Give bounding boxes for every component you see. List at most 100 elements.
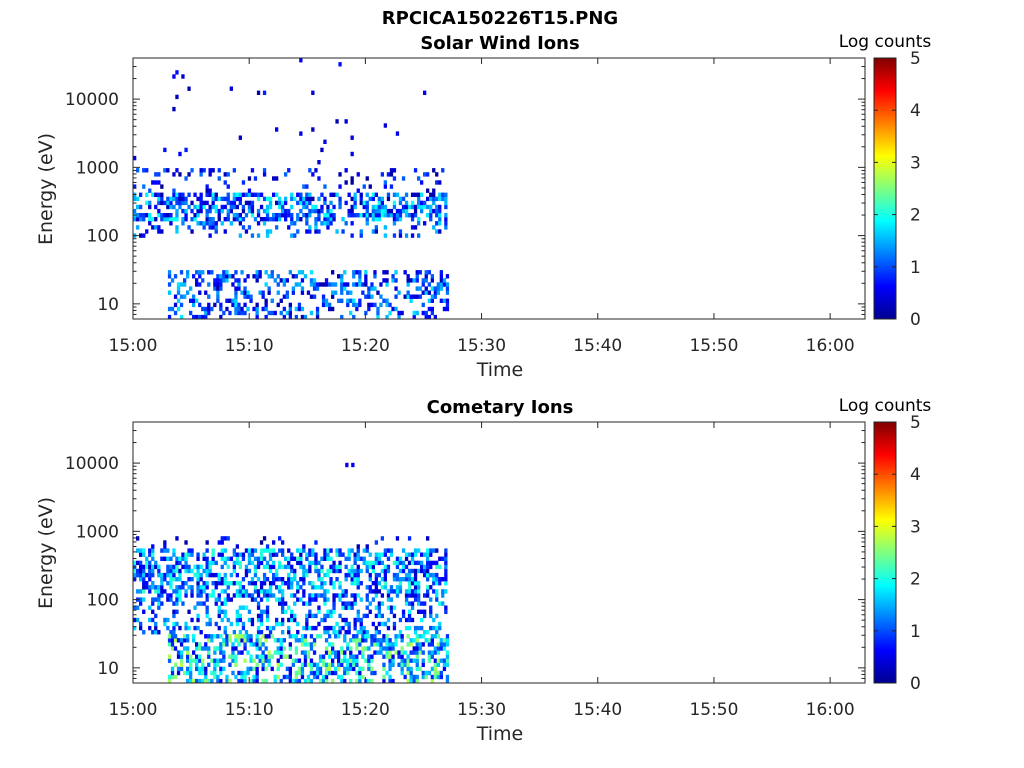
heatmap-cell: [243, 658, 247, 663]
heatmap-cell: [184, 208, 188, 214]
heatmap-cell: [337, 662, 341, 667]
heatmap-cell: [276, 302, 280, 308]
heatmap-cell: [344, 556, 348, 561]
heatmap-cell: [299, 585, 303, 590]
heatmap-cell: [356, 581, 360, 586]
heatmap-cell: [341, 229, 345, 234]
heatmap-cell: [311, 548, 315, 553]
heatmap-cell: [302, 544, 306, 549]
heatmap-cell: [160, 589, 164, 594]
heatmap-cell: [421, 282, 425, 287]
heatmap-cell: [235, 617, 239, 623]
heatmap-cell: [341, 605, 345, 610]
heatmap-cell: [331, 658, 335, 663]
heatmap-cell: [142, 577, 146, 582]
heatmap-cell: [332, 581, 336, 586]
heatmap-cell: [326, 572, 330, 578]
heatmap-cell: [305, 196, 309, 202]
heatmap-cell: [229, 200, 233, 206]
heatmap-cell: [305, 621, 309, 627]
heatmap-cell: [272, 540, 276, 545]
heatmap-cell: [314, 221, 318, 226]
heatmap-cell: [430, 286, 434, 291]
heatmap-cell: [175, 225, 179, 230]
heatmap-cell: [234, 302, 238, 308]
heatmap-cell: [207, 654, 211, 659]
heatmap-cell: [172, 204, 176, 210]
heatmap-cell: [424, 314, 428, 320]
heatmap-cell: [211, 589, 215, 594]
heatmap-cell: [413, 577, 418, 582]
heatmap-cell: [232, 593, 236, 598]
heatmap-cell: [196, 593, 200, 598]
heatmap-cell: [415, 646, 419, 651]
heatmap-cell: [258, 274, 262, 279]
heatmap-cell: [223, 556, 227, 561]
heatmap-cell: [167, 306, 172, 312]
heatmap-cell: [407, 585, 412, 590]
heatmap-cell: [250, 213, 255, 218]
heatmap-cell: [240, 310, 244, 316]
heatmap-cell: [214, 621, 218, 627]
heatmap-cell: [432, 188, 436, 193]
heatmap-cell: [207, 306, 211, 312]
heatmap-cell: [386, 564, 391, 570]
heatmap-cell: [201, 670, 205, 676]
heatmap-cell: [392, 217, 397, 222]
heatmap-cell: [279, 650, 283, 655]
heatmap-cell: [350, 233, 354, 238]
heatmap-cell: [259, 560, 264, 566]
heatmap-cell: [417, 581, 421, 586]
heatmap-cell: [296, 630, 300, 635]
heatmap-cell: [151, 180, 155, 185]
heatmap-cell: [373, 650, 377, 655]
heatmap-cell: [139, 625, 143, 631]
heatmap-cell: [344, 119, 348, 124]
heatmap-cell: [201, 678, 205, 684]
heatmap-cell: [392, 572, 397, 578]
heatmap-cell: [173, 662, 178, 667]
heatmap-cell: [344, 168, 348, 173]
heatmap-cell: [282, 306, 286, 312]
heatmap-cell: [290, 213, 294, 218]
heatmap-cell: [154, 589, 158, 594]
heatmap-cell: [166, 572, 170, 578]
heatmap-cell: [424, 270, 428, 275]
heatmap-cell: [380, 536, 384, 541]
heatmap-cell: [350, 572, 354, 578]
heatmap-cell: [433, 650, 437, 655]
heatmap-cell: [226, 597, 230, 602]
y-axis-label: Energy (eV): [35, 133, 57, 245]
heatmap-cell: [198, 670, 202, 676]
heatmap-cell: [401, 564, 406, 570]
heatmap-cell: [442, 666, 447, 672]
heatmap-cell: [300, 666, 305, 672]
heatmap-cell: [438, 621, 442, 627]
heatmap-cell: [175, 229, 179, 234]
heatmap-cell: [338, 172, 342, 177]
heatmap-cell: [225, 278, 229, 283]
heatmap-cell: [259, 556, 264, 561]
heatmap-cell: [429, 564, 433, 570]
heatmap-cell: [241, 593, 246, 598]
panel-title: Cometary Ions: [427, 397, 574, 418]
heatmap-cell: [382, 298, 386, 303]
heatmap-cell: [368, 585, 372, 590]
heatmap-cell: [317, 217, 321, 222]
heatmap-cell: [365, 585, 369, 590]
heatmap-cell: [386, 597, 391, 602]
heatmap-cell: [391, 306, 395, 312]
heatmap-cell: [442, 642, 447, 647]
heatmap-cell: [220, 577, 224, 582]
heatmap-cell: [308, 208, 312, 214]
heatmap-cell: [181, 196, 185, 202]
heatmap-cell: [264, 298, 268, 303]
heatmap-cell: [157, 192, 161, 197]
heatmap-cell: [183, 670, 187, 676]
heatmap-cell: [335, 568, 339, 574]
heatmap-cell: [247, 176, 252, 181]
colorbar-tick-label: 1: [910, 622, 921, 642]
heatmap-cell: [167, 678, 172, 684]
heatmap-cell: [436, 670, 440, 676]
heatmap-cell: [210, 670, 214, 676]
